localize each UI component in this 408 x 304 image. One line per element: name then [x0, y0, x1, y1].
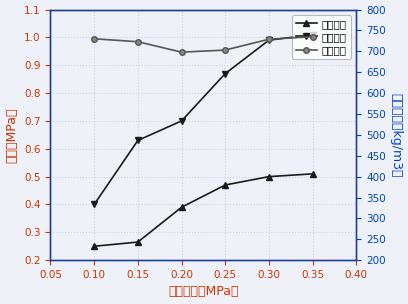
- 抗折强度: [92, 244, 97, 248]
- 抗折强度: [223, 183, 228, 187]
- X-axis label: 碳化压力（MPa）: 碳化压力（MPa）: [168, 285, 239, 299]
- 抗压强度: [310, 33, 315, 36]
- Line: 表观密度: 表观密度: [91, 34, 315, 55]
- 表观密度: [179, 50, 184, 54]
- Y-axis label: 强度（MPa）: 强度（MPa）: [6, 107, 18, 163]
- 抗折强度: [135, 240, 140, 244]
- 抗折强度: [179, 206, 184, 209]
- 抗折强度: [266, 175, 271, 178]
- Line: 抗压强度: 抗压强度: [91, 31, 316, 208]
- 表观密度: [310, 35, 315, 39]
- 抗压强度: [266, 38, 271, 42]
- 抗压强度: [223, 72, 228, 75]
- 抗压强度: [92, 203, 97, 206]
- 表观密度: [223, 48, 228, 52]
- Legend: 抗折强度, 抗压强度, 表观密度: 抗折强度, 抗压强度, 表观密度: [292, 15, 351, 59]
- 抗折强度: [310, 172, 315, 176]
- 表观密度: [266, 37, 271, 41]
- Line: 抗折强度: 抗折强度: [91, 170, 316, 250]
- 表观密度: [135, 40, 140, 43]
- 表观密度: [92, 37, 97, 41]
- 抗压强度: [179, 119, 184, 123]
- 抗压强度: [135, 139, 140, 142]
- Y-axis label: 表观密度（kg/m3）: 表观密度（kg/m3）: [390, 93, 402, 177]
